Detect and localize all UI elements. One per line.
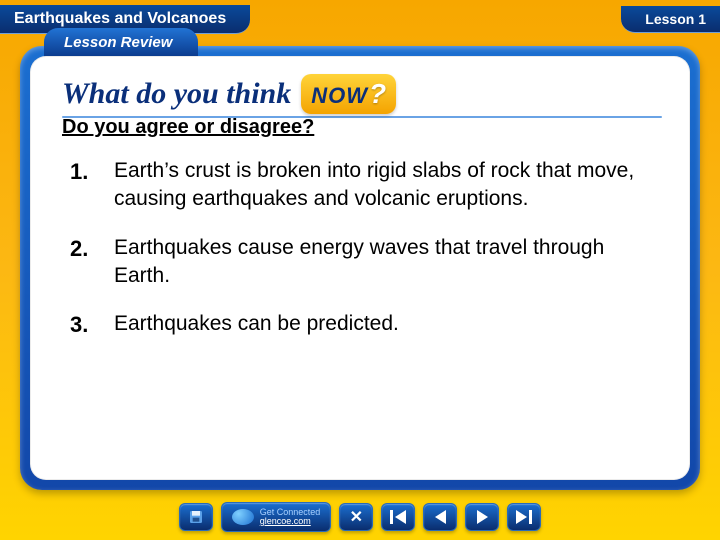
close-icon: ✕ — [350, 507, 363, 527]
white-panel: What do you think NOW ? Do you agree or … — [30, 56, 690, 480]
get-connected-button[interactable]: Get Connected glencoe.com — [221, 502, 332, 532]
main-title: What do you think — [62, 77, 291, 111]
footer-nav: Get Connected glencoe.com ✕ — [0, 502, 720, 532]
globe-icon — [232, 509, 254, 525]
chevron-right-icon — [477, 510, 488, 524]
previous-slide-button[interactable] — [423, 503, 457, 531]
lesson-label-tab: Lesson 1 — [621, 6, 720, 33]
question-item: Earthquakes cause energy waves that trav… — [62, 234, 662, 291]
content-frame: Lesson Review What do you think NOW ? Do… — [20, 46, 700, 490]
disk-icon — [188, 509, 204, 525]
subheading: Do you agree or disagree? — [62, 116, 662, 139]
skip-forward-icon — [516, 510, 532, 524]
connected-line2: glencoe.com — [260, 517, 321, 526]
now-badge: NOW ? — [301, 74, 396, 114]
next-slide-button[interactable] — [465, 503, 499, 531]
question-item: Earth’s crust is broken into rigid slabs… — [62, 157, 662, 214]
lesson-review-tab: Lesson Review — [44, 28, 198, 57]
title-row: What do you think NOW ? — [62, 74, 662, 114]
last-slide-button[interactable] — [507, 503, 541, 531]
chevron-left-icon — [435, 510, 446, 524]
question-list: Earth’s crust is broken into rigid slabs… — [62, 157, 662, 339]
first-slide-button[interactable] — [381, 503, 415, 531]
now-badge-text: NOW — [311, 83, 368, 109]
now-badge-question-mark: ? — [369, 78, 386, 110]
get-connected-text: Get Connected glencoe.com — [260, 508, 321, 526]
skip-back-icon — [390, 510, 406, 524]
close-button[interactable]: ✕ — [339, 503, 373, 531]
resources-button[interactable] — [179, 503, 213, 531]
slide-container: Earthquakes and Volcanoes Lesson 1 Lesso… — [0, 0, 720, 540]
question-item: Earthquakes can be predicted. — [62, 310, 662, 338]
